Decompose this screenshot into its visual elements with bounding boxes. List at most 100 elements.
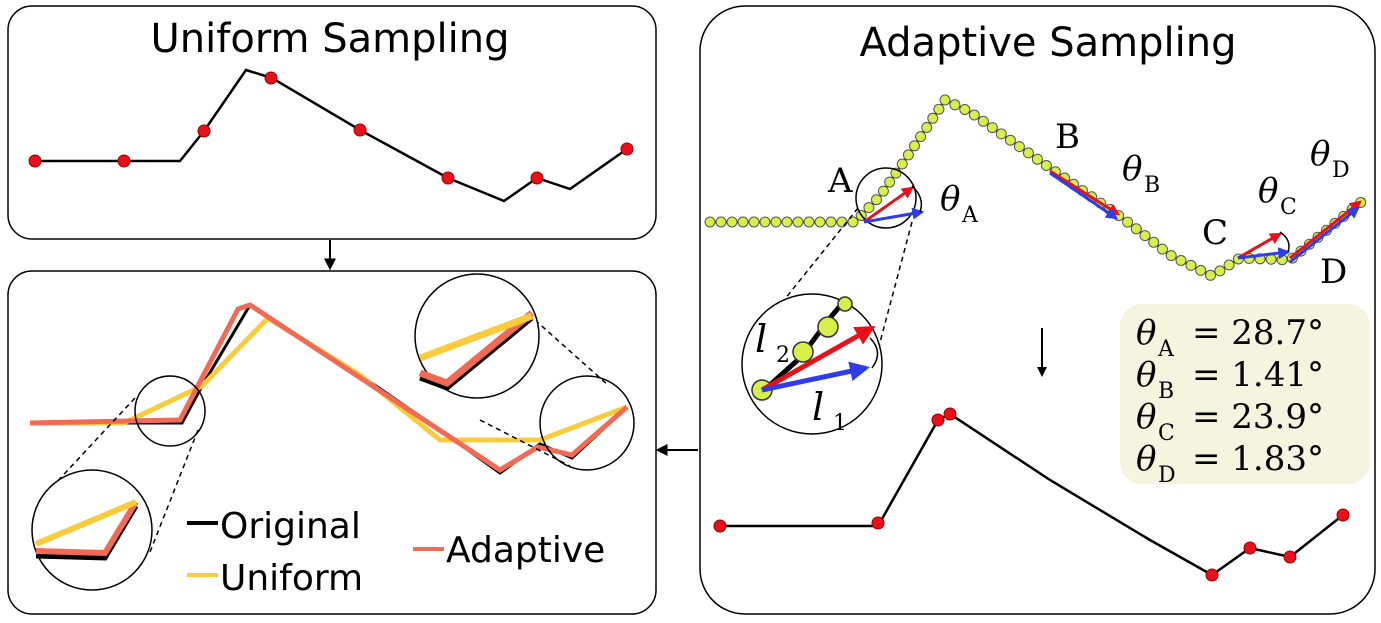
dense-sample-point [915, 131, 927, 143]
dense-sample-point [1040, 160, 1052, 171]
adaptive-sample-point [943, 407, 957, 421]
dense-sample-point [902, 149, 914, 161]
dense-sample-point [927, 112, 939, 124]
uniform-sample-point [530, 171, 544, 185]
dense-sample-point [759, 216, 771, 228]
angle-row-d: θ D = 1.83° [1136, 439, 1324, 488]
dense-sample-point [863, 202, 875, 214]
vector-blue-b [1049, 171, 1118, 220]
adaptive-panel-title: Adaptive Sampling [860, 20, 1237, 66]
theta-label-c: θ C [1258, 171, 1297, 220]
svg-text:θ: θ [1136, 313, 1156, 353]
dense-sample-point [1156, 243, 1168, 255]
vector-red-c [1237, 232, 1283, 260]
dense-sample-point [792, 216, 804, 228]
dense-sample-point [1276, 254, 1288, 266]
angle-row-b: θ B = 1.41° [1136, 355, 1324, 404]
zoom-circle-small-2 [539, 375, 635, 471]
zoom-circle-large-left [31, 469, 153, 591]
vector-blue-d [1289, 206, 1360, 264]
dense-sample-point [825, 216, 837, 228]
dense-sample-point [737, 216, 749, 228]
dense-sample-point [726, 216, 738, 228]
dense-sample-point [1148, 236, 1160, 248]
dense-sample-point [1195, 264, 1207, 276]
legend-adaptive-label: Adaptive [446, 530, 605, 571]
zoom-label-l1: l [812, 385, 824, 429]
svg-text:D: D [1332, 158, 1350, 183]
dense-sample-point [836, 216, 848, 228]
svg-text:θ: θ [1258, 171, 1278, 211]
comparison-legend: Original Uniform Adaptive [187, 506, 605, 599]
adaptive-sample-point [1205, 568, 1219, 582]
dense-sample-point [909, 140, 920, 152]
dense-sample-point [748, 216, 760, 228]
angle-row-c: θ C = 23.9° [1136, 397, 1324, 446]
dense-sample-point [896, 158, 908, 170]
dense-sample-point [770, 216, 782, 228]
legend-original-label: Original [220, 506, 361, 547]
dense-sample-point [884, 176, 896, 188]
dense-sample-point [1175, 255, 1187, 266]
dense-sample-point [1185, 259, 1197, 271]
zoom-guide-line [149, 429, 199, 553]
svg-text:C: C [1280, 195, 1297, 220]
dense-sample-point [1004, 134, 1016, 146]
dense-sample-point [1139, 230, 1151, 242]
adaptive-sample-point [871, 516, 885, 530]
dense-sample-point [814, 216, 826, 228]
uniform-sample-point [620, 142, 634, 156]
adaptive-sample-point [1243, 541, 1257, 555]
angle-arc-c [1279, 231, 1290, 253]
svg-text:= 28.7°: = 28.7° [1192, 313, 1324, 353]
angle-values-box: θ A = 28.7° θ B = 1.41° θ C = 23.9° θ D … [1120, 304, 1370, 488]
dense-sample-point [877, 185, 889, 197]
uniform-sample-points [28, 71, 634, 185]
svg-text:θ: θ [1122, 149, 1142, 189]
dense-sample-point [968, 109, 980, 121]
svg-text:θ: θ [1136, 355, 1156, 395]
vector-zoom-circle: l 2 l 1 [741, 293, 883, 436]
adaptive-sample-points [713, 407, 1350, 582]
svg-text:B: B [1158, 379, 1174, 404]
uniform-sampling-panel: Uniform Sampling [7, 5, 657, 240]
svg-text:C: C [1158, 421, 1175, 446]
dense-sample-point [704, 216, 716, 228]
dense-sample-point [1165, 250, 1177, 262]
zoom-vector-l2 [760, 325, 876, 393]
zoom-guide-line [751, 207, 859, 341]
zoom-circle-small-1 [134, 375, 206, 447]
dense-sample-point [803, 216, 815, 228]
svg-text:= 1.83°: = 1.83° [1192, 439, 1324, 479]
dense-sample-point [933, 103, 945, 115]
zoom-circle-a [855, 167, 917, 229]
dense-sample-point [1122, 216, 1134, 228]
svg-text:= 1.41°: = 1.41° [1192, 355, 1324, 395]
svg-text:= 23.9°: = 23.9° [1192, 397, 1324, 437]
angle-row-a: θ A = 28.7° [1136, 313, 1324, 362]
dense-sample-point [949, 99, 961, 111]
uniform-panel-title: Uniform Sampling [151, 16, 510, 62]
theta-label-b: θ B [1122, 149, 1160, 198]
adaptive-sample-point [931, 413, 945, 427]
adaptive-result-curve [720, 412, 1344, 577]
dense-sample-point [781, 216, 793, 228]
point-label-c: C [1202, 213, 1228, 253]
point-label-a: A [827, 161, 853, 201]
dense-sample-point [1205, 269, 1216, 281]
svg-text:θ: θ [940, 179, 960, 219]
uniform-sample-point [353, 123, 367, 137]
dense-sample-point [1022, 147, 1034, 159]
vector-red-b [1049, 169, 1121, 216]
zoom-guide-line [534, 319, 609, 386]
vector-blue-c [1237, 247, 1291, 260]
dense-sample-point [1214, 265, 1226, 277]
vector-l2-a [863, 186, 914, 224]
svg-text:A: A [961, 203, 979, 228]
vector-l1-a [863, 207, 925, 224]
dense-sample-point [939, 94, 951, 106]
zoom-angle-arc [869, 337, 879, 369]
legend-uniform-label: Uniform [220, 558, 363, 599]
angle-arc-a [911, 185, 923, 213]
svg-text:θ: θ [1136, 439, 1156, 479]
